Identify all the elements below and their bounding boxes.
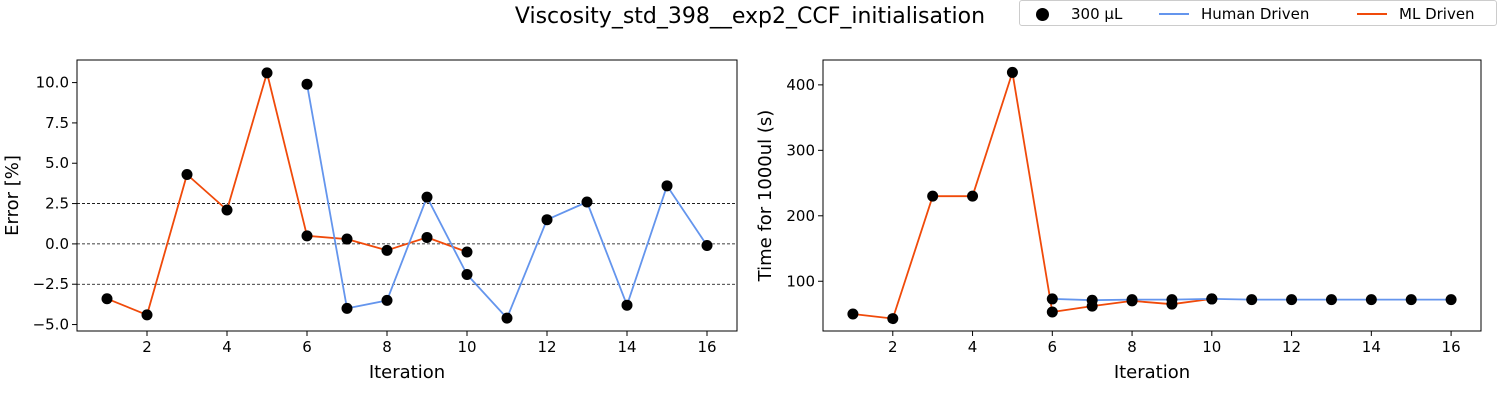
data-point-marker [1246,294,1258,306]
data-point-marker [1046,293,1058,305]
data-point-marker [581,196,593,208]
legend-item-ml: ML Driven [1357,4,1475,24]
ml-driven-line [106,72,468,316]
data-point-marker [261,67,273,79]
data-point-marker [341,302,353,314]
legend-label-human: Human Driven [1201,5,1310,23]
data-point-marker [1006,66,1018,78]
x-tick-label: 6 [302,338,312,356]
plot-frame [76,59,738,332]
y-tick-label: 100 [786,272,815,290]
data-point-marker [101,293,113,305]
data-point-marker [1286,294,1298,306]
plot-frame [822,59,1482,332]
figure-title: Viscosity_std_398__exp2_CCF_initialisati… [514,4,986,29]
chart-panel-1: 2 4 6 8 10 12 14 16 100 200 300 400 Iteration Time fo… [755,59,1482,383]
x-tick-label: 8 [1127,338,1137,356]
legend: 300 µL Human Driven ML Driven [1019,0,1497,26]
data-point-marker [501,312,513,324]
data-point-marker [461,246,473,258]
data-point-marker [1166,294,1178,306]
data-point-marker [1046,306,1058,318]
data-point-marker [301,230,313,242]
data-point-marker [181,169,193,181]
chart-panel-0: 2 4 6 8 10 12 14 16 −5.0 −2.5 0.0 2.5 5.0 7.5 10.0 Iter… [2,59,738,383]
data-point-marker [621,299,633,311]
x-axis-label: Iteration [1114,362,1190,383]
data-point-marker [887,313,899,325]
x-tick-label: 14 [617,338,636,356]
x-tick-label: 12 [1282,338,1301,356]
x-tick-label: 14 [1362,338,1381,356]
legend-marker-dot [1036,7,1049,21]
y-tick-label: 200 [786,207,815,225]
y-axis-label: Error [%] [2,155,23,236]
data-point-marker [967,190,979,202]
data-point-marker [1086,294,1098,306]
x-tick-label: 12 [537,338,556,356]
legend-line-human [1159,13,1189,15]
x-tick-label: 2 [888,338,898,356]
data-point-marker [381,294,393,306]
legend-label-ml: ML Driven [1399,5,1475,23]
y-tick-label: 10.0 [36,74,69,92]
data-point-marker [1206,293,1218,305]
x-tick-label: 16 [697,338,716,356]
y-axis-label: Time for 1000ul (s) [755,110,776,283]
data-point-marker [1445,294,1457,306]
data-point-marker [421,191,433,203]
x-tick-label: 10 [457,338,476,356]
data-point-marker [301,78,313,90]
data-point-marker [701,240,713,252]
data-point-marker [421,231,433,243]
legend-item-markers: 300 µL [1036,4,1122,24]
x-tick-label: 8 [382,338,392,356]
data-point-marker [847,308,859,320]
y-tick-label: 2.5 [45,195,69,213]
human-driven-line [306,84,708,320]
x-tick-label: 6 [1048,338,1058,356]
x-tick-label: 10 [1202,338,1221,356]
data-point-marker [1126,294,1138,306]
data-point-marker [341,233,353,245]
ml-driven-line [852,71,1212,320]
data-point-marker [541,214,553,226]
data-point-marker [141,309,153,321]
legend-item-human: Human Driven [1159,4,1309,24]
y-tick-label: 5.0 [45,154,69,172]
y-tick-label: 300 [786,141,815,159]
y-tick-label: −5.0 [33,316,69,334]
x-tick-label: 4 [222,338,232,356]
x-tick-label: 4 [968,338,978,356]
y-tick-label: 7.5 [45,114,69,132]
data-point-marker [461,269,473,281]
x-axis-label: Iteration [369,362,445,383]
data-point-marker [1325,294,1337,306]
data-point-marker [381,244,393,256]
data-point-marker [1365,294,1377,306]
data-point-marker [927,190,939,202]
x-tick-label: 2 [142,338,152,356]
legend-label-markers: 300 µL [1071,5,1123,23]
y-tick-label: 0.0 [45,235,69,253]
data-point-marker [221,204,233,216]
x-tick-label: 16 [1442,338,1461,356]
y-tick-label: −2.5 [33,275,69,293]
y-tick-label: 400 [786,76,815,94]
data-point-marker [1405,294,1417,306]
legend-line-ml [1357,13,1387,15]
data-point-marker [661,180,673,192]
